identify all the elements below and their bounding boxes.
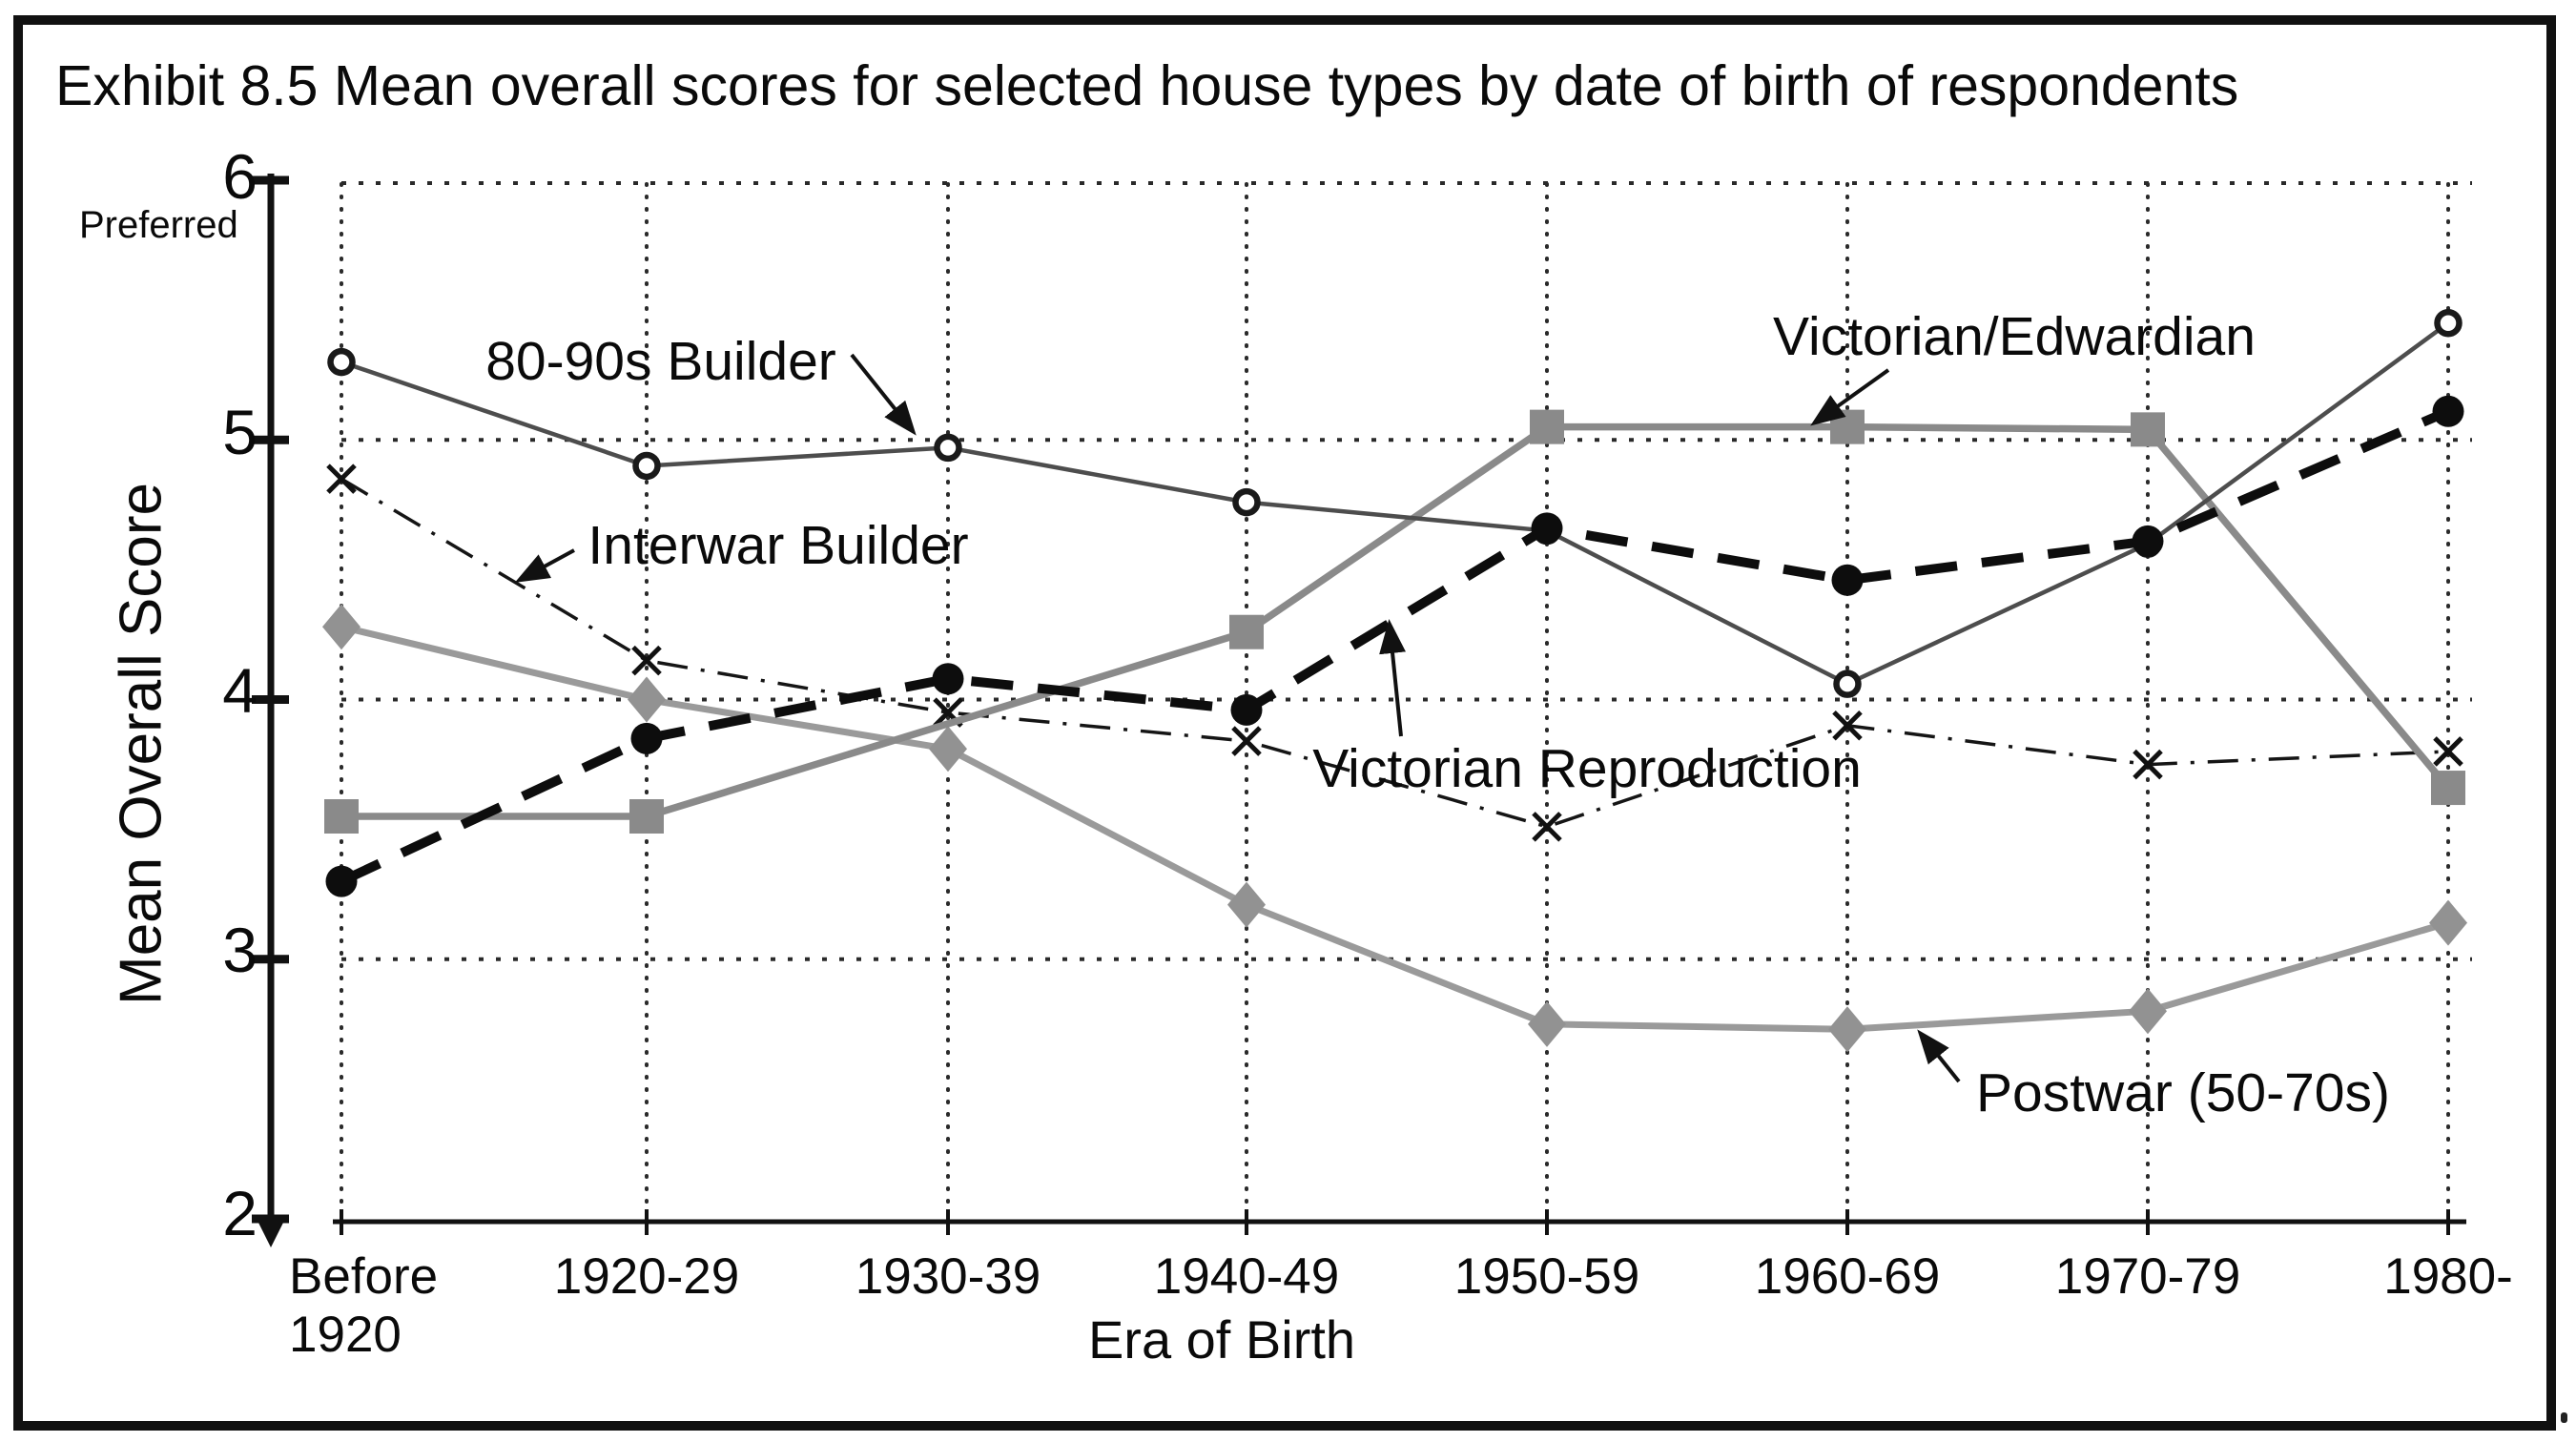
series-label-80-90s-builder: 80-90s Builder [485, 331, 836, 392]
marker-x-interwar-builder [326, 464, 357, 494]
series-label-victorian-reproduction: Victorian Reproduction [1312, 738, 1862, 799]
marker-x-interwar-builder [2133, 749, 2163, 780]
marker-square-victorian-edwardian [324, 799, 359, 834]
marker-open-circle-80-90s-builder [632, 451, 661, 481]
marker-filled-circle-victorian-reproduction [1230, 693, 1263, 726]
marker-diamond-postwar-50-70s [929, 726, 967, 772]
marker-square-victorian-edwardian [2131, 412, 2165, 447]
y-tick-label-4: 4 [222, 655, 258, 726]
y-tick-label-3: 3 [222, 915, 258, 985]
annotation-arrow-1 [514, 548, 575, 583]
annotation-arrow-0 [850, 353, 917, 436]
marker-square-victorian-edwardian [1530, 409, 1564, 444]
marker-diamond-postwar-50-70s [2429, 899, 2467, 946]
marker-x-interwar-builder [1231, 726, 1262, 756]
scan-artifact-dot [2561, 1412, 2567, 1423]
marker-filled-circle-victorian-reproduction [1531, 512, 1563, 545]
marker-square-victorian-edwardian [629, 799, 664, 834]
x-tick-label-1920-29: 1920-29 [553, 1248, 740, 1305]
x-tick-label-before-1920: Before 1920 [289, 1248, 439, 1363]
series-line-postwar-50-70s [340, 623, 2449, 1033]
y-axis-arrowhead [258, 1223, 283, 1247]
series-line-80-90s-builder [340, 320, 2450, 687]
marker-x-interwar-builder [1832, 710, 1863, 741]
marker-square-victorian-edwardian [1830, 409, 1865, 444]
preferred-note: Preferred [79, 204, 238, 246]
marker-open-circle-80-90s-builder [327, 347, 356, 377]
series-label-interwar-builder: Interwar Builder [587, 515, 969, 576]
marker-filled-circle-victorian-reproduction [1831, 564, 1864, 596]
y-tick-label-5: 5 [222, 397, 258, 467]
marker-diamond-postwar-50-70s [1828, 1006, 1866, 1053]
annotation-arrow-3 [1379, 619, 1406, 737]
x-tick-label-1930-39: 1930-39 [855, 1248, 1041, 1305]
marker-filled-circle-victorian-reproduction [2432, 395, 2464, 427]
x-tick-label-1970-79: 1970-79 [2054, 1248, 2241, 1305]
x-axis-title: Era of Birth [1087, 1309, 1356, 1370]
y-axis-title: Mean Overall Score [108, 483, 175, 1005]
marker-square-victorian-edwardian [2431, 771, 2465, 806]
marker-x-interwar-builder [1532, 812, 1562, 842]
marker-x-interwar-builder [2433, 736, 2463, 767]
series-line-interwar-builder [340, 477, 2449, 829]
marker-x-interwar-builder [631, 645, 662, 676]
exhibit-frame [13, 15, 2556, 1431]
annotation-arrow-4 [1917, 1029, 1961, 1083]
marker-filled-circle-victorian-reproduction [630, 722, 663, 754]
series-label-victorian-edwardian: Victorian/Edwardian [1773, 306, 2256, 367]
x-tick-label-1940-49: 1940-49 [1153, 1248, 1340, 1305]
marker-diamond-postwar-50-70s [1227, 881, 1266, 928]
chart-title: Exhibit 8.5 Mean overall scores for sele… [55, 54, 2239, 117]
marker-filled-circle-victorian-reproduction [932, 663, 964, 695]
marker-filled-circle-victorian-reproduction [2132, 525, 2164, 557]
y-tick-label-2: 2 [222, 1178, 258, 1248]
marker-diamond-postwar-50-70s [1528, 1000, 1566, 1047]
x-tick-label-1960-69: 1960-69 [1754, 1248, 1941, 1305]
annotation-arrow-2 [1810, 368, 1890, 426]
series-label-postwar-50-70s: Postwar (50-70s) [1976, 1062, 2390, 1123]
x-tick-label-1980: 1980- [2383, 1248, 2513, 1305]
marker-x-interwar-builder [933, 697, 963, 728]
marker-square-victorian-edwardian [1229, 614, 1264, 649]
marker-open-circle-80-90s-builder [2434, 308, 2463, 338]
marker-filled-circle-victorian-reproduction [325, 865, 358, 897]
marker-diamond-postwar-50-70s [322, 604, 361, 650]
marker-diamond-postwar-50-70s [628, 676, 666, 723]
marker-open-circle-80-90s-builder [934, 433, 962, 463]
y-tick-label-6: 6 [222, 141, 258, 212]
marker-open-circle-80-90s-builder [1833, 670, 1862, 698]
x-tick-label-1950-59: 1950-59 [1453, 1248, 1640, 1305]
marker-open-circle-80-90s-builder [1232, 487, 1261, 517]
marker-diamond-postwar-50-70s [2129, 988, 2167, 1035]
